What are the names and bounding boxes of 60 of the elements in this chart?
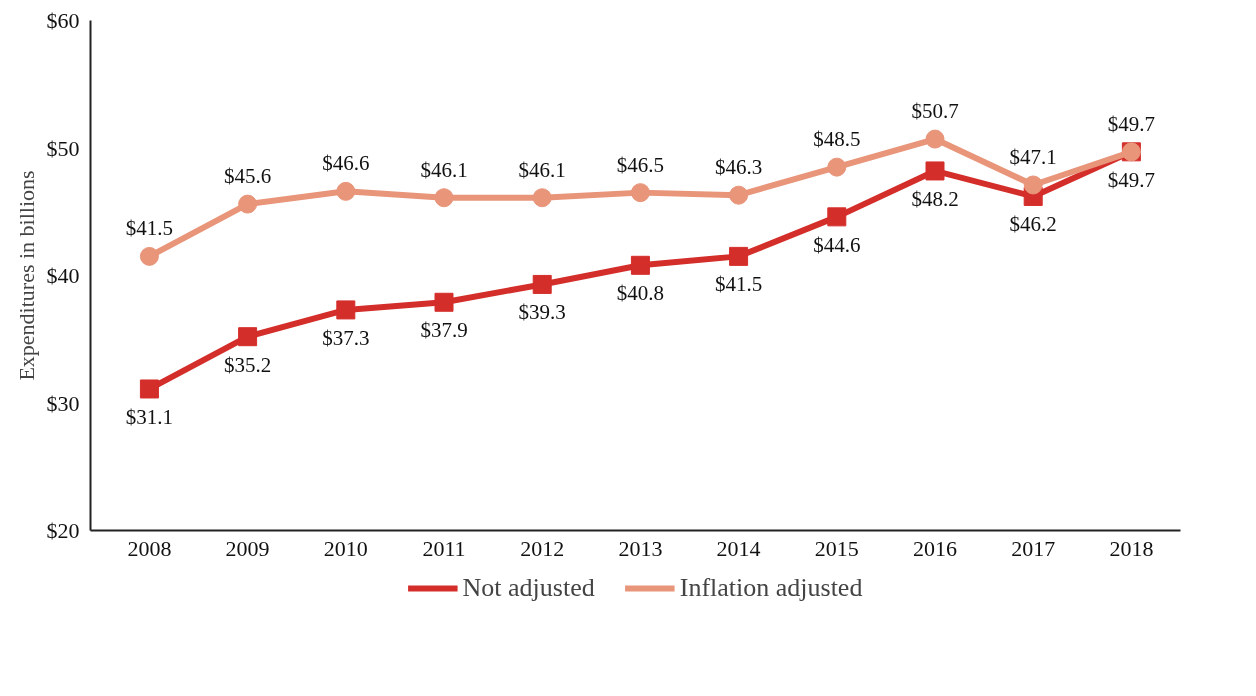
x-tick-label: 2009 — [225, 535, 270, 561]
y-tick-label: $40 — [46, 263, 80, 288]
point — [925, 161, 945, 181]
data-label: $39.3 — [518, 300, 566, 325]
point — [729, 185, 749, 205]
data-label: $37.3 — [322, 325, 370, 350]
data-label: $49.7 — [1107, 167, 1156, 192]
point — [336, 181, 356, 201]
point — [630, 183, 650, 203]
y-tick-label: $60 — [46, 8, 80, 33]
point — [827, 207, 847, 227]
data-label: $41.5 — [714, 272, 763, 297]
point — [336, 300, 356, 320]
point — [238, 194, 258, 214]
point — [729, 246, 749, 266]
data-label: $48.2 — [911, 186, 959, 211]
data-label: $46.6 — [322, 151, 370, 176]
data-label: $46.5 — [616, 152, 665, 177]
data-label: $47.1 — [1009, 144, 1057, 169]
point — [139, 246, 159, 266]
x-tick-label: 2017 — [1011, 535, 1056, 561]
point — [630, 255, 650, 275]
y-tick-label: $30 — [46, 390, 80, 416]
data-label: $48.5 — [813, 127, 861, 152]
y-tick-label: $20 — [46, 518, 80, 543]
data-label: $50.7 — [911, 99, 959, 124]
legend-label: Inflation adjusted — [679, 573, 863, 603]
point — [532, 188, 552, 208]
point — [139, 379, 159, 399]
x-tick-label: 2014 — [716, 535, 761, 561]
data-label: $41.5 — [125, 216, 174, 241]
point — [238, 327, 258, 347]
point — [1023, 175, 1043, 195]
data-label: $45.6 — [223, 164, 272, 189]
data-label: $46.2 — [1009, 212, 1057, 237]
y-axis-title: Expenditures in billions — [13, 170, 39, 381]
x-tick-label: 2015 — [814, 535, 859, 561]
data-label: $46.3 — [714, 155, 763, 180]
point — [532, 274, 552, 294]
x-tick-label: 2013 — [618, 535, 663, 561]
point — [827, 157, 847, 177]
data-label: $46.1 — [420, 157, 468, 182]
x-tick-label: 2018 — [1109, 535, 1154, 561]
x-tick-label: 2012 — [520, 535, 565, 561]
point — [434, 292, 454, 312]
data-label: $35.2 — [223, 352, 272, 377]
data-label: $49.7 — [1107, 111, 1156, 136]
point — [925, 129, 945, 149]
data-label: $44.6 — [813, 232, 861, 257]
legend-label: Not adjusted — [462, 573, 595, 603]
data-label: $46.1 — [518, 157, 566, 182]
x-tick-label: 2016 — [913, 535, 957, 561]
y-tick-label: $50 — [46, 135, 80, 161]
x-tick-label: 2008 — [127, 535, 172, 561]
x-tick-label: 2011 — [422, 535, 466, 561]
data-label: $31.1 — [125, 404, 174, 429]
point — [434, 188, 454, 208]
x-tick-label: 2010 — [323, 535, 368, 561]
data-label: $40.8 — [616, 281, 665, 306]
data-label: $37.9 — [420, 318, 468, 343]
